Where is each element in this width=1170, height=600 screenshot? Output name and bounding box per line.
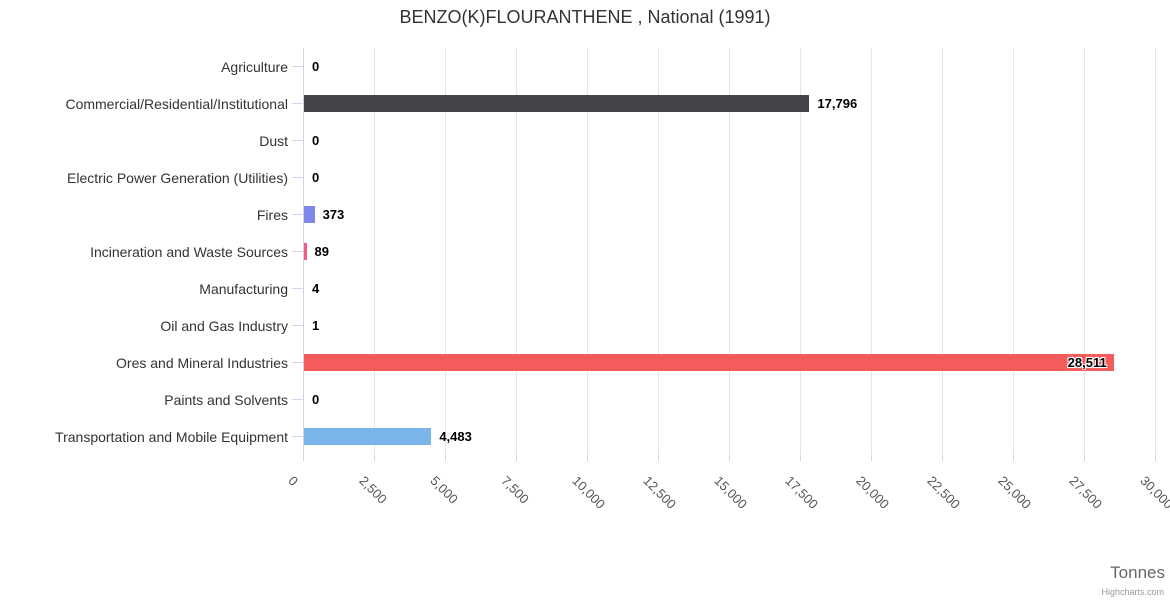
x-tick-label: 0 (285, 473, 302, 489)
y-axis-tick (292, 325, 303, 326)
x-tick-label: 27,500 (1066, 473, 1106, 512)
y-axis-tick (292, 399, 303, 400)
category-label: Ores and Mineral Industries (116, 354, 288, 371)
bar-ores-and-mineral-industries[interactable] (304, 354, 1114, 371)
category-label: Transportation and Mobile Equipment (55, 428, 288, 445)
x-axis-tick (374, 455, 375, 461)
x-tick-label: 2,500 (356, 473, 391, 507)
x-gridline (942, 48, 943, 455)
x-gridline (516, 48, 517, 455)
x-axis-tick (1155, 455, 1156, 461)
x-axis-tick (729, 455, 730, 461)
x-axis-tick (658, 455, 659, 461)
x-tick-label: 30,000 (1137, 473, 1170, 512)
y-axis-tick (292, 288, 303, 289)
x-gridline (1084, 48, 1085, 455)
x-gridline (587, 48, 588, 455)
y-axis-tick (292, 140, 303, 141)
x-axis-tick (587, 455, 588, 461)
bar-value-label: 17,796 (817, 95, 858, 111)
x-tick-label: 20,000 (853, 473, 893, 512)
x-axis-tick (1013, 455, 1014, 461)
bar-value-label: 0 (312, 391, 320, 407)
y-axis-tick (292, 177, 303, 178)
x-axis-tick (516, 455, 517, 461)
x-axis-tick (303, 455, 304, 461)
y-axis-line (303, 48, 304, 455)
bar-value-label: 0 (312, 58, 320, 74)
x-gridline (1013, 48, 1014, 455)
x-tick-label: 15,000 (711, 473, 751, 512)
x-axis-tick (445, 455, 446, 461)
x-tick-label: 25,000 (995, 473, 1035, 512)
x-axis-tick (1084, 455, 1085, 461)
category-label: Incineration and Waste Sources (90, 243, 288, 260)
bar-value-label: 4 (312, 280, 320, 296)
x-tick-label: 10,000 (569, 473, 609, 512)
x-tick-label: 12,500 (640, 473, 680, 512)
category-label: Dust (259, 132, 288, 149)
y-axis-tick (292, 214, 303, 215)
y-axis-tick (292, 103, 303, 104)
bar-value-label: 0 (312, 169, 320, 185)
category-label: Manufacturing (199, 280, 288, 297)
bar-value-label: 0 (312, 132, 320, 148)
x-axis-tick (871, 455, 872, 461)
x-gridline (729, 48, 730, 455)
bar-value-label: 28,511 (1067, 354, 1107, 370)
x-tick-label: 5,000 (427, 473, 462, 507)
bar-value-label: 89 (314, 243, 329, 259)
y-axis-tick (292, 436, 303, 437)
x-gridline (374, 48, 375, 455)
bar-fires[interactable] (304, 206, 315, 223)
x-axis-tick (942, 455, 943, 461)
x-gridline (1155, 48, 1156, 455)
x-gridline (800, 48, 801, 455)
x-axis-title: Tonnes (1110, 563, 1165, 582)
bar-transportation-and-mobile-equipment[interactable] (304, 428, 432, 445)
category-label: Oil and Gas Industry (160, 317, 288, 334)
bar-value-label: 4,483 (439, 428, 472, 444)
y-axis-tick (292, 362, 303, 363)
category-label: Commercial/Residential/Institutional (65, 95, 288, 112)
bar-incineration-and-waste-sources[interactable] (304, 243, 307, 260)
bar-commercial-residential-institutional[interactable] (304, 95, 810, 112)
bar-value-label: 373 (322, 206, 345, 222)
category-label: Paints and Solvents (164, 391, 288, 408)
highcharts-credit-link[interactable]: Highcharts.com (1101, 587, 1164, 597)
y-axis-tick (292, 66, 303, 67)
category-label: Agriculture (221, 58, 288, 75)
x-gridline (871, 48, 872, 455)
x-tick-label: 17,500 (782, 473, 822, 512)
x-tick-label: 22,500 (924, 473, 964, 512)
x-gridline (658, 48, 659, 455)
chart-title: BENZO(K)FLOURANTHENE , National (1991) (399, 7, 771, 27)
y-axis-tick (292, 251, 303, 252)
x-tick-label: 7,500 (498, 473, 533, 507)
x-axis-tick (800, 455, 801, 461)
category-label: Fires (256, 206, 288, 223)
x-gridline (445, 48, 446, 455)
category-label: Electric Power Generation (Utilities) (67, 169, 288, 186)
bar-value-label: 1 (312, 317, 320, 333)
